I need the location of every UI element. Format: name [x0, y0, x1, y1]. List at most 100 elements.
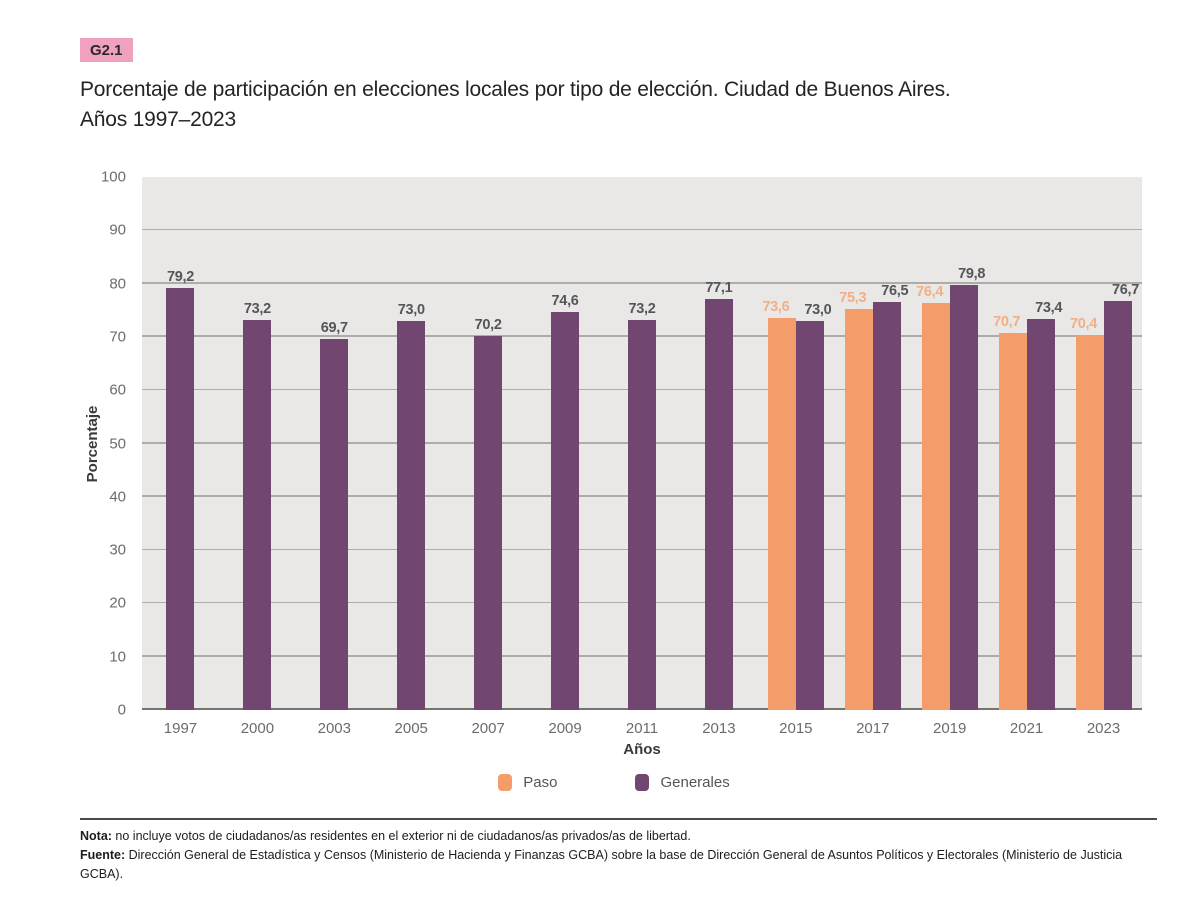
value-label: 69,7	[320, 319, 348, 336]
bar-generales-2009	[551, 312, 580, 710]
bar-paso-2019	[921, 302, 950, 710]
value-label: 70,4	[1070, 315, 1098, 332]
bar-generales-2015	[795, 320, 824, 710]
bar-column: 73,6	[762, 177, 796, 710]
x-tick-label: 2013	[702, 720, 736, 737]
x-axis-ticks: 1997 2000 2003 2005 2007 2009 2011 2013 2015 2017…	[142, 720, 1142, 737]
value-label: 73,2	[628, 300, 656, 317]
chart-title: Porcentaje de participación en eleccione…	[80, 75, 1157, 135]
note-line: Nota: no incluye votos de ciudadanos/as …	[80, 827, 1157, 846]
value-label: 73,4	[1035, 299, 1063, 316]
x-tick-label: 2017	[856, 720, 890, 737]
y-tick-label: 10	[109, 648, 126, 666]
footnotes: Nota: no incluye votos de ciudadanos/as …	[80, 827, 1157, 884]
value-label: 76,5	[881, 283, 909, 300]
bar-group-2017: 75,3 76,5	[834, 177, 911, 710]
bar-group-2011: 73,2	[604, 177, 681, 710]
bar-generales-2021	[1026, 318, 1055, 710]
x-tick-label: 2003	[317, 720, 351, 737]
value-label: 70,2	[474, 316, 502, 333]
bar-paso-2017	[844, 308, 873, 710]
bar-column: 73,0	[795, 177, 832, 710]
x-tick-label: 2019	[932, 720, 967, 737]
bar-group-2021: 70,7 73,4	[988, 177, 1065, 710]
bar-column: 79,8	[949, 177, 985, 710]
bar-generales-2019	[949, 284, 978, 710]
value-label: 76,7	[1112, 282, 1140, 299]
x-tick-label: 2005	[394, 720, 428, 737]
gridline	[142, 282, 1142, 284]
chart: Porcentaje 0 10 20 30 40 50 60 70 80 90 100 79,2 73…	[84, 169, 1142, 791]
value-label: 70,7	[993, 314, 1021, 331]
bar-column: 73,2	[627, 177, 656, 710]
bar-column: 70,7	[993, 177, 1027, 710]
y-tick-label: 90	[109, 221, 126, 239]
bar-column: 70,2	[474, 177, 503, 710]
x-tick-label: 2023	[1086, 720, 1121, 737]
bar-column: 76,5	[872, 177, 909, 710]
y-tick-label: 20	[109, 594, 126, 612]
plot-area: 79,2 73,2 69,7 73,0 70,2 74,6 73,2 77,1 73,6 73,0…	[142, 177, 1142, 710]
bar-generales-2000	[243, 319, 272, 710]
value-label: 77,1	[705, 280, 733, 297]
x-tick-label: 2015	[779, 720, 813, 737]
bar-group-2019: 76,4 79,8	[911, 177, 988, 710]
bar-column: 76,7	[1103, 177, 1139, 710]
x-tick-label: 2011	[625, 720, 659, 737]
y-tick-label: 100	[100, 168, 126, 186]
bar-group-2007: 70,2	[450, 177, 527, 710]
note-label: Nota:	[80, 829, 112, 843]
bar-generales-2011	[627, 319, 656, 710]
bar-column: 73,0	[397, 177, 426, 710]
bar-group-2005: 73,0	[373, 177, 450, 710]
bar-group-2003: 69,7	[296, 177, 373, 710]
generales-swatch-icon	[635, 774, 650, 791]
x-tick-label: 2000	[240, 720, 275, 737]
legend: Paso Generales	[114, 774, 1114, 791]
bar-generales-2017	[872, 302, 901, 710]
chart-title-line2: Años 1997–2023	[80, 108, 237, 131]
source-line: Fuente: Dirección General de Estadística…	[80, 846, 1157, 884]
value-label: 74,6	[551, 293, 579, 310]
bar-column: 76,4	[916, 177, 950, 710]
x-tick-label: 2021	[1009, 720, 1044, 737]
bar-generales-2003	[320, 338, 349, 710]
paso-swatch-icon	[498, 774, 513, 791]
bar-column: 73,2	[243, 177, 272, 710]
value-label: 73,0	[397, 301, 425, 318]
bar-paso-2023	[1075, 334, 1104, 710]
value-label: 73,0	[804, 301, 832, 318]
y-axis-ticks: 0 10 20 30 40 50 60 70 80 90 100	[90, 169, 134, 719]
note-text: no incluye votos de ciudadanos/as reside…	[111, 829, 691, 843]
bar-generales-2023	[1103, 301, 1132, 710]
bar-column: 75,3	[839, 177, 873, 710]
value-label: 75,3	[839, 289, 867, 306]
y-tick-label: 60	[109, 381, 126, 399]
legend-label-generales: Generales	[660, 774, 730, 791]
bar-column: 79,2	[166, 177, 195, 710]
y-tick-label: 40	[109, 488, 126, 506]
y-tick-label: 50	[109, 435, 126, 452]
bar-column: 77,1	[704, 177, 733, 710]
value-label: 79,2	[166, 268, 194, 285]
bar-group-2013: 77,1	[680, 177, 757, 710]
value-label: 76,4	[916, 283, 944, 300]
bar-group-2015: 73,6 73,0	[757, 177, 834, 710]
x-tick-label: 2007	[471, 720, 505, 737]
chart-title-line1: Porcentaje de participación en eleccione…	[80, 78, 951, 101]
bar-column: 74,6	[551, 177, 580, 710]
y-tick-label: 80	[109, 275, 126, 293]
value-label: 73,6	[762, 298, 790, 315]
legend-item-generales: Generales	[635, 774, 730, 791]
figure-badge: G2.1	[80, 38, 133, 62]
y-tick-label: 0	[117, 701, 126, 719]
source-label: Fuente:	[80, 848, 126, 862]
bar-group-1997: 79,2	[142, 177, 219, 710]
bar-column: 69,7	[320, 177, 349, 710]
bar-column: 73,4	[1026, 177, 1062, 710]
bar-group-2000: 73,2	[219, 177, 296, 710]
bar-column: 70,4	[1070, 177, 1104, 710]
x-tick-label: 2009	[548, 720, 582, 737]
source-text: Dirección General de Estadística y Censo…	[80, 848, 1123, 881]
